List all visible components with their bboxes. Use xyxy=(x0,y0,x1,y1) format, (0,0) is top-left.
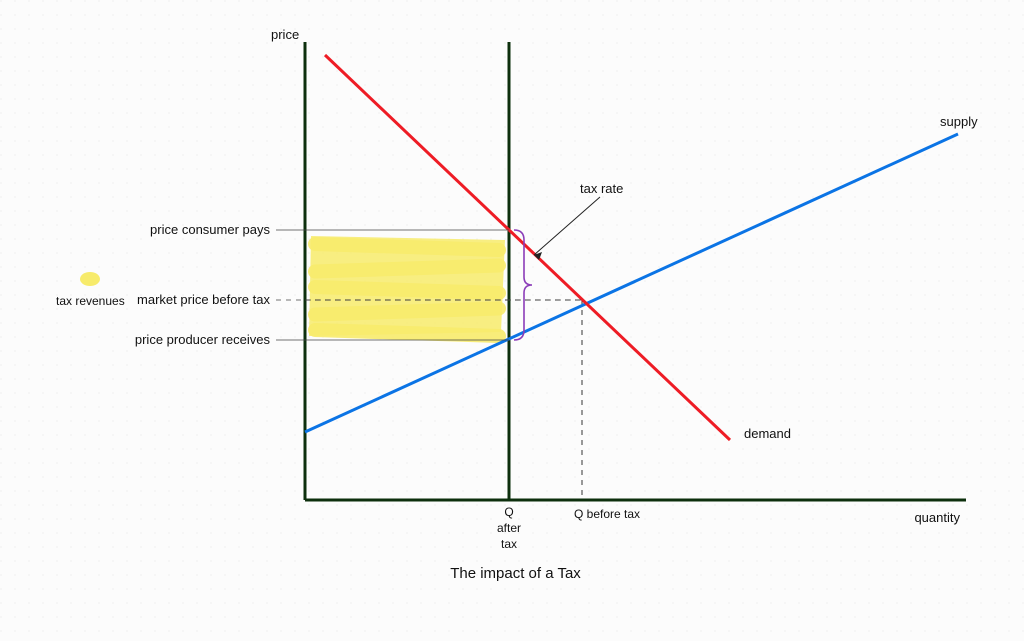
market-price-before-tax-label: market price before tax xyxy=(137,292,270,307)
q-after-tax-label-line2: after xyxy=(497,521,521,535)
q-after-tax-label-line1: Q xyxy=(504,505,513,519)
tax-revenue-legend-label: tax revenues xyxy=(56,294,125,308)
q-before-tax-label: Q before tax xyxy=(574,507,640,521)
x-axis-label: quantity xyxy=(914,510,960,525)
y-axis-label: price xyxy=(271,27,299,42)
tax-diagram: price quantity supply demand price consu… xyxy=(0,0,1024,641)
demand-label: demand xyxy=(744,426,791,441)
tax-rate-label: tax rate xyxy=(580,181,623,196)
q-after-tax-label-line3: tax xyxy=(501,537,517,551)
chart-title: The impact of a Tax xyxy=(450,565,581,582)
price-producer-receives-label: price producer receives xyxy=(135,332,271,347)
supply-label: supply xyxy=(940,114,978,129)
tax-revenue-swatch xyxy=(80,272,100,286)
price-consumer-pays-label: price consumer pays xyxy=(150,222,270,237)
tax-revenue-highlight xyxy=(309,236,505,336)
